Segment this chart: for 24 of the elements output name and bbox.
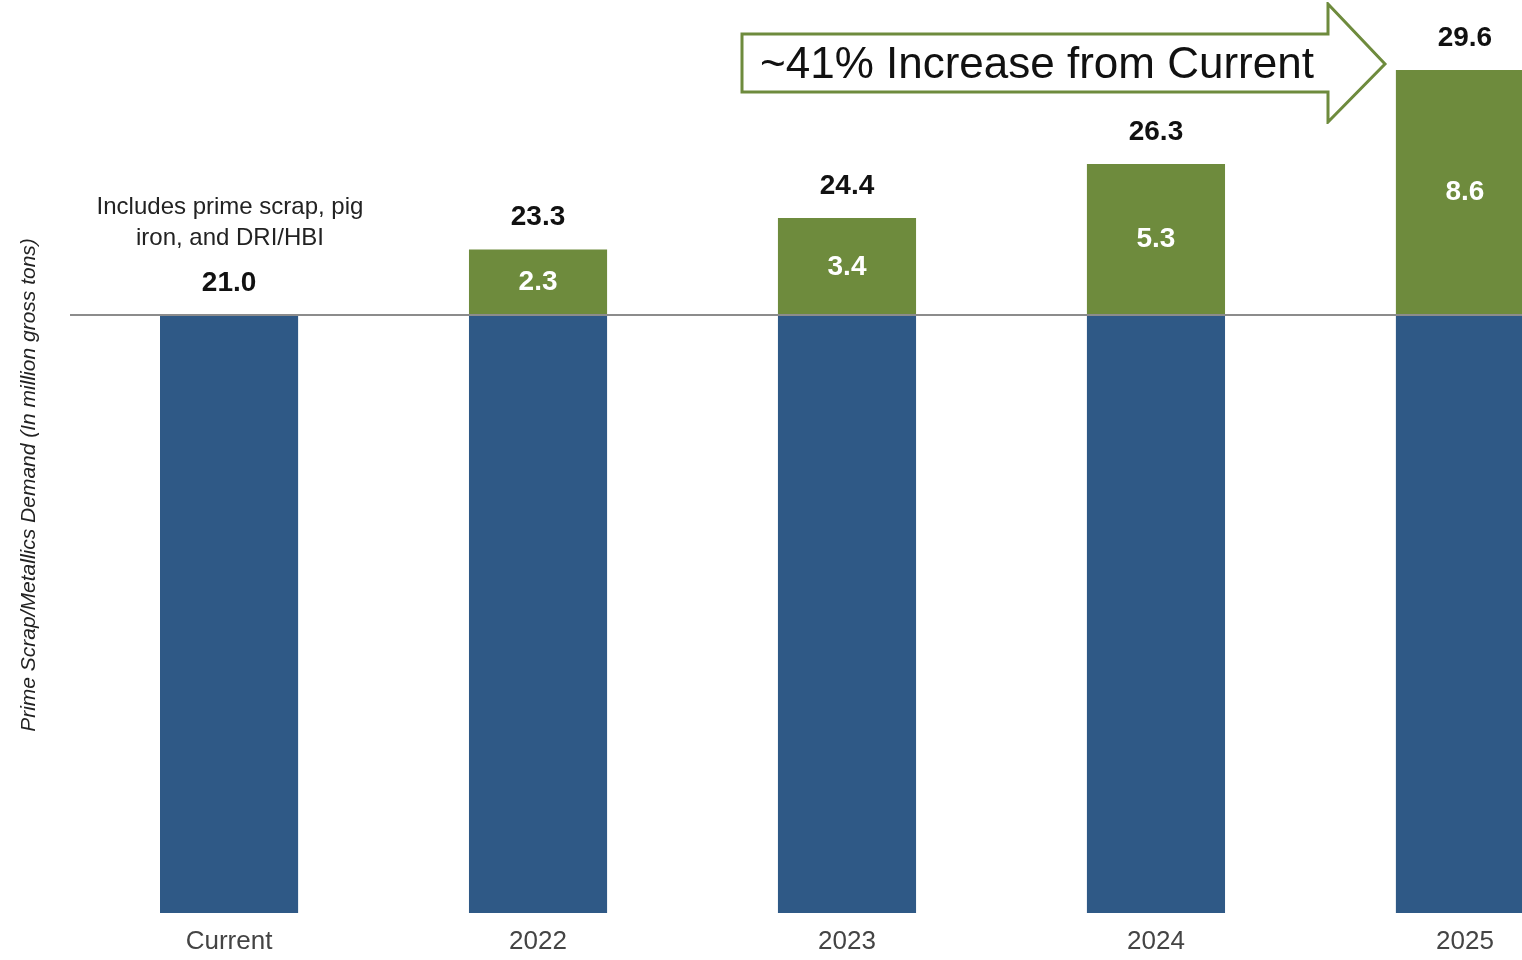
bar — [1086, 163, 1226, 315]
x-tick-label: 2024 — [1127, 924, 1185, 955]
y-axis-title: Prime Scrap/Metallics Demand (In million gross tons) — [16, 238, 40, 732]
total-label: 24.4 — [819, 169, 875, 201]
data-label: 3.4 — [827, 249, 867, 281]
bar — [468, 249, 608, 315]
annotation: ~41% Increase from Current — [760, 38, 1314, 88]
bar — [1086, 314, 1226, 913]
total-label: 21.0 — [201, 265, 257, 297]
data-label: 2.3 — [518, 265, 558, 297]
bar — [468, 314, 608, 913]
total-label: 26.3 — [1128, 114, 1184, 146]
x-tick-label: 2023 — [818, 924, 876, 955]
total-label: 29.6 — [1437, 21, 1493, 52]
bar — [160, 314, 299, 913]
annotation: Includes prime scrap, pig iron, and DRI/HBI — [95, 191, 365, 252]
bar — [777, 314, 917, 913]
total-label: 23.3 — [510, 200, 566, 232]
data-label: 8.6 — [1445, 175, 1485, 207]
data-label: 5.3 — [1136, 222, 1176, 254]
x-tick-label: Current — [185, 924, 274, 955]
x-tick-label: 2022 — [509, 924, 567, 955]
bar — [777, 218, 917, 315]
x-tick-label: 2025 — [1436, 924, 1494, 955]
